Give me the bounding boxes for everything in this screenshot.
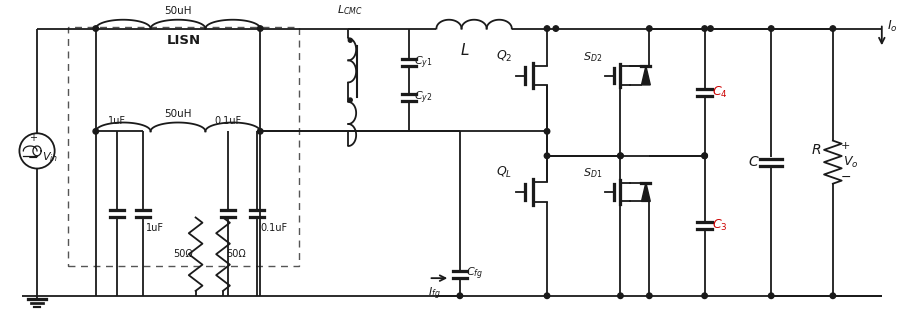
Text: +: + (29, 133, 37, 143)
Text: $V_o$: $V_o$ (842, 155, 857, 170)
Circle shape (701, 26, 706, 31)
Text: $R$: $R$ (810, 143, 820, 157)
Circle shape (829, 26, 834, 31)
Circle shape (768, 26, 773, 31)
Text: $Q_2$: $Q_2$ (495, 49, 512, 64)
Text: $V_{in}$: $V_{in}$ (42, 151, 58, 164)
Text: $Q_L$: $Q_L$ (496, 165, 511, 180)
Text: 50Ω: 50Ω (172, 249, 192, 259)
Text: 50Ω: 50Ω (226, 249, 246, 259)
Circle shape (93, 26, 98, 31)
Circle shape (617, 153, 622, 159)
Circle shape (701, 293, 706, 299)
Text: $I_{fg}$: $I_{fg}$ (428, 286, 441, 302)
Circle shape (348, 98, 352, 102)
Circle shape (829, 293, 834, 299)
Polygon shape (641, 66, 649, 85)
Circle shape (617, 293, 622, 299)
Text: −: − (28, 152, 38, 165)
Text: 50uH: 50uH (164, 6, 191, 16)
Circle shape (544, 153, 549, 159)
Text: $S_{D1}$: $S_{D1}$ (582, 166, 602, 180)
Circle shape (646, 26, 651, 31)
Text: $L$: $L$ (459, 42, 469, 58)
Circle shape (457, 293, 462, 299)
Text: LISN: LISN (167, 34, 200, 47)
Circle shape (544, 26, 549, 31)
Text: $C_4$: $C_4$ (712, 85, 727, 100)
Text: $C_{y1}$: $C_{y1}$ (414, 54, 432, 71)
Text: $C_3$: $C_3$ (712, 218, 727, 233)
Circle shape (544, 128, 549, 134)
Circle shape (257, 26, 263, 31)
Circle shape (707, 26, 712, 31)
Circle shape (553, 26, 558, 31)
Circle shape (701, 153, 706, 159)
Text: 0.1uF: 0.1uF (214, 116, 241, 127)
Circle shape (257, 128, 263, 134)
Circle shape (544, 293, 549, 299)
Text: $L_{CMC}$: $L_{CMC}$ (337, 3, 363, 17)
Text: $C_{fg}$: $C_{fg}$ (465, 266, 482, 282)
Circle shape (348, 38, 352, 42)
Text: $C$: $C$ (747, 155, 759, 169)
Text: 1uF: 1uF (108, 116, 126, 127)
Polygon shape (641, 183, 649, 201)
Text: $I_o$: $I_o$ (886, 19, 897, 34)
Text: 0.1uF: 0.1uF (260, 223, 287, 233)
Circle shape (617, 153, 622, 159)
Circle shape (93, 128, 98, 134)
Circle shape (701, 153, 706, 159)
Text: +: + (840, 142, 849, 151)
Text: $C_{y2}$: $C_{y2}$ (414, 89, 432, 106)
Circle shape (768, 293, 773, 299)
Circle shape (646, 293, 651, 299)
Text: 1uF: 1uF (145, 223, 163, 233)
Text: −: − (840, 171, 851, 184)
Text: 50uH: 50uH (164, 108, 191, 119)
Text: $S_{D2}$: $S_{D2}$ (582, 50, 602, 64)
